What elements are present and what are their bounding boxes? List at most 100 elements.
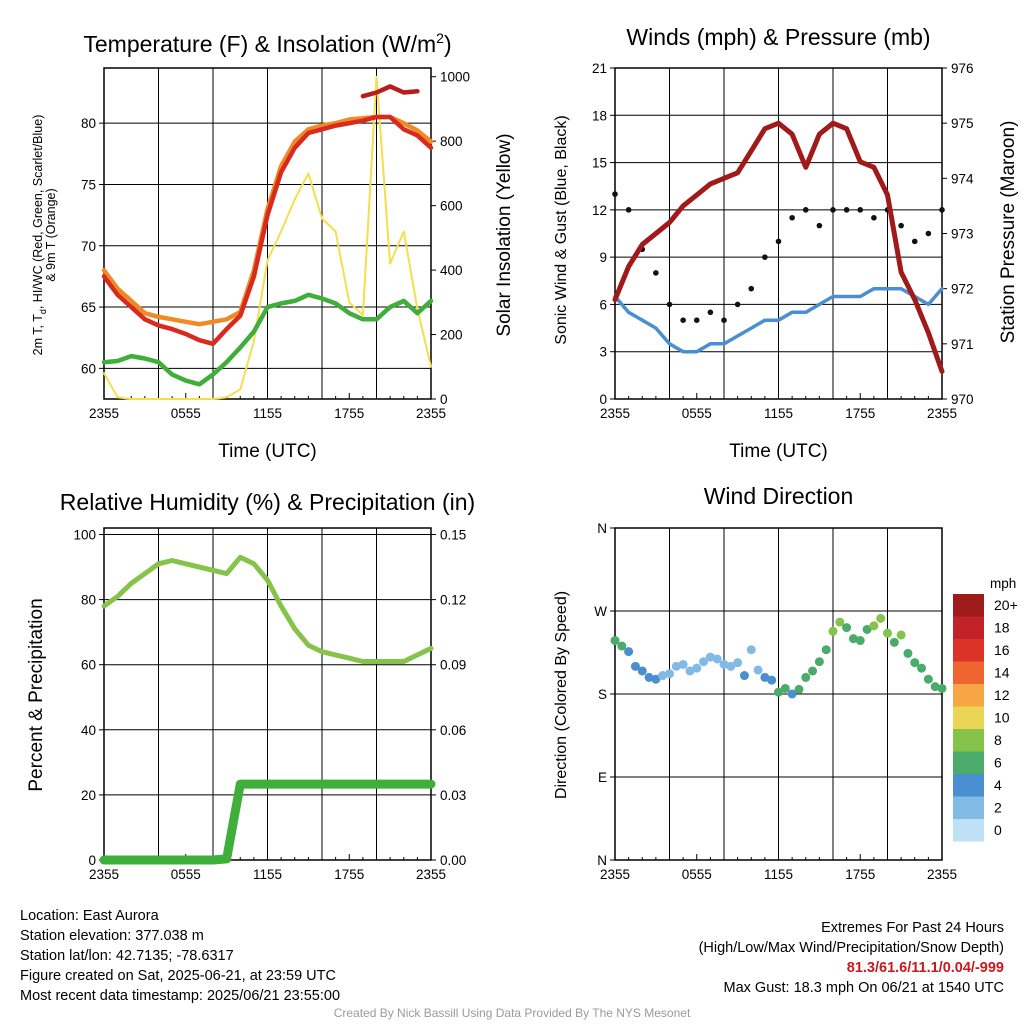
- y-tick-label: 0: [88, 853, 96, 868]
- legend-label: 10: [994, 710, 1010, 726]
- direction-point: [726, 661, 736, 671]
- y-tick-label: 12: [592, 203, 607, 218]
- gust-point: [748, 285, 755, 292]
- direction-point: [801, 672, 811, 682]
- extremes-panel: Extremes For Past 24 Hours (High/Low/Max…: [699, 918, 1004, 998]
- x-tick-label: 0555: [171, 867, 201, 882]
- y-axis-label: 2m T, Td, HI/WC (Red, Green, Scarlet/Blu…: [31, 115, 48, 356]
- legend-label: 18: [994, 620, 1010, 636]
- panel-title: Winds (mph) & Pressure (mb): [626, 24, 930, 50]
- direction-point: [760, 672, 770, 682]
- direction-point: [903, 648, 913, 658]
- direction-point: [692, 663, 702, 673]
- x-tick-label: 1755: [334, 406, 364, 421]
- y-tick-label: 40: [81, 723, 96, 738]
- max-gust-text: Max Gust: 18.3 mph On 06/21 at 1540 UTC: [723, 980, 1004, 996]
- y-right-tick-label: 974: [951, 171, 974, 186]
- x-tick-label: 2355: [416, 867, 446, 882]
- x-tick-label: 1755: [845, 867, 875, 882]
- direction-point: [869, 621, 879, 631]
- gust-point: [925, 230, 932, 237]
- direction-point: [814, 657, 824, 667]
- legend-swatch: [953, 819, 984, 842]
- y-tick-label: 60: [81, 361, 96, 376]
- y-axis-label: Sonic Wind & Gust (Blue, Black): [553, 115, 570, 344]
- x-axis-label: Time (UTC): [729, 441, 828, 462]
- legend-label: 2: [994, 800, 1002, 816]
- gust-point: [693, 317, 700, 323]
- x-tick-label: 0555: [171, 406, 201, 421]
- y-tick-label: 100: [73, 528, 96, 543]
- gust-point: [939, 207, 945, 213]
- y-tick-label: N: [597, 853, 607, 868]
- y-axis-label-line2: & 9m T (Orange): [44, 188, 58, 281]
- y-tick-label: 80: [81, 116, 96, 131]
- temp-series-1: [103, 75, 432, 400]
- speed-legend: mph 20+ 18 16 14 12 10 8 6 4 2 0: [953, 576, 1018, 842]
- legend-label: 4: [994, 777, 1002, 793]
- legend-swatch: [953, 594, 984, 617]
- gust-point: [857, 207, 864, 213]
- gust-point: [830, 207, 836, 213]
- plot-frame: [103, 527, 432, 861]
- gust-point: [666, 301, 673, 308]
- direction-point: [930, 682, 940, 692]
- legend-label: 0: [994, 822, 1002, 838]
- gust-point: [802, 207, 809, 213]
- direction-point: [923, 674, 933, 684]
- legend-swatch: [953, 639, 984, 662]
- rh-series-2: [99, 779, 436, 865]
- x-tick-label: 1155: [764, 406, 793, 421]
- direction-point: [665, 669, 674, 679]
- direction-point: [883, 628, 892, 638]
- direction-point: [774, 687, 783, 697]
- direction-point: [746, 645, 756, 655]
- direction-point: [787, 689, 797, 699]
- direction-point: [739, 671, 749, 681]
- direction-point: [821, 645, 831, 655]
- gust-point: [625, 207, 632, 213]
- y-right-tick-label: 200: [440, 328, 463, 343]
- y-tick-label: S: [598, 687, 607, 702]
- direction-point: [678, 659, 688, 669]
- direction-point: [719, 659, 729, 669]
- direction-point: [862, 624, 872, 634]
- direction-point: [876, 613, 886, 623]
- extremes-title: Extremes For Past 24 Hours: [821, 920, 1004, 936]
- y-tick-label: 60: [81, 658, 96, 673]
- y-tick-label: 18: [592, 108, 607, 123]
- panel-title: Wind Direction: [704, 483, 854, 509]
- gust-point: [775, 238, 782, 245]
- plot-frame: [614, 527, 943, 861]
- x-tick-label: 2355: [927, 406, 957, 421]
- direction-point: [624, 647, 634, 657]
- gust-point: [816, 222, 823, 229]
- credit-footer: Created By Nick Bassill Using Data Provi…: [333, 1006, 691, 1020]
- direction-point: [855, 636, 865, 646]
- recent-timestamp-text: Most recent data timestamp: 2025/06/21 2…: [20, 988, 341, 1004]
- direction-point: [699, 657, 709, 667]
- legend-swatch: [953, 796, 984, 819]
- y-tick-label: 3: [599, 345, 607, 360]
- y-tick-label: 15: [592, 156, 607, 171]
- direction-point: [685, 666, 695, 676]
- y-axis-label: Percent & Precipitation: [26, 598, 47, 791]
- x-tick-label: 2355: [600, 867, 630, 882]
- location-text: Location: East Aurora: [20, 908, 159, 924]
- direction-point: [767, 675, 777, 685]
- panel-title: Relative Humidity (%) & Precipitation (i…: [60, 489, 475, 515]
- gust-point: [789, 214, 795, 221]
- x-tick-label: 2355: [416, 406, 446, 421]
- direction-point: [733, 658, 743, 668]
- x-tick-label: 1155: [764, 867, 793, 882]
- direction-point: [917, 663, 927, 673]
- gust-point: [721, 317, 727, 323]
- gust-point: [898, 222, 904, 229]
- legend-swatch: [953, 751, 984, 774]
- gust-point: [612, 191, 618, 197]
- legend-label: 14: [994, 665, 1010, 681]
- y-right-tick-label: 800: [440, 134, 463, 149]
- direction-point: [705, 652, 715, 662]
